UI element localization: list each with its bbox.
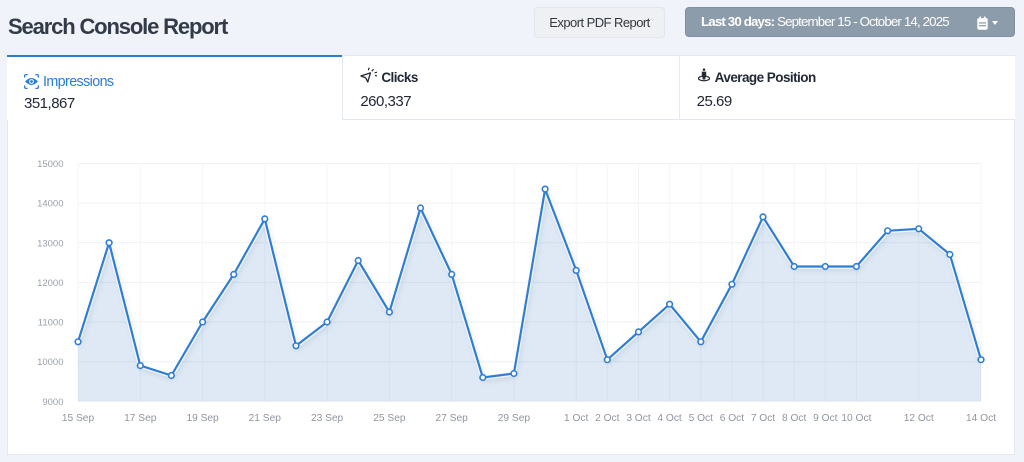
svg-text:25 Sep: 25 Sep	[373, 413, 406, 424]
svg-text:14000: 14000	[37, 199, 63, 210]
svg-text:8 Oct: 8 Oct	[782, 413, 807, 424]
svg-text:12000: 12000	[37, 278, 63, 289]
svg-text:5 Oct: 5 Oct	[689, 413, 714, 424]
svg-text:3 Oct: 3 Oct	[626, 413, 651, 424]
svg-text:6 Oct: 6 Oct	[720, 413, 745, 424]
svg-text:1 Oct: 1 Oct	[564, 413, 589, 424]
svg-text:12 Oct: 12 Oct	[904, 413, 934, 424]
svg-text:13000: 13000	[37, 238, 63, 249]
svg-text:4 Oct: 4 Oct	[657, 413, 682, 424]
svg-text:2 Oct: 2 Oct	[595, 413, 620, 424]
svg-text:10 Oct: 10 Oct	[841, 413, 871, 424]
svg-text:23 Sep: 23 Sep	[311, 413, 344, 424]
svg-text:15 Sep: 15 Sep	[62, 413, 95, 424]
svg-text:11000: 11000	[38, 318, 64, 329]
svg-text:9000: 9000	[42, 397, 63, 408]
svg-text:7 Oct: 7 Oct	[751, 413, 776, 424]
svg-text:14 Oct: 14 Oct	[966, 413, 996, 424]
svg-text:29 Sep: 29 Sep	[498, 413, 531, 424]
svg-text:17 Sep: 17 Sep	[124, 413, 157, 424]
svg-text:9 Oct: 9 Oct	[813, 413, 838, 424]
svg-text:21 Sep: 21 Sep	[249, 413, 282, 424]
svg-text:10000: 10000	[37, 357, 63, 368]
svg-text:15000: 15000	[37, 159, 63, 170]
svg-text:19 Sep: 19 Sep	[186, 413, 219, 424]
svg-text:27 Sep: 27 Sep	[436, 413, 469, 424]
